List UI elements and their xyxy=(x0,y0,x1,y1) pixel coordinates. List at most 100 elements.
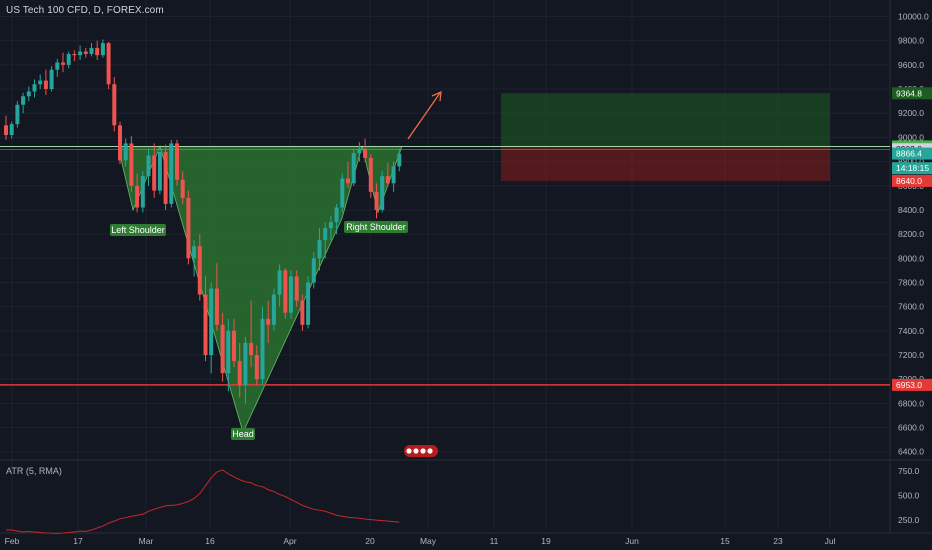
candle-body xyxy=(146,155,151,177)
candle-body xyxy=(112,84,117,126)
arrow-head-icon xyxy=(431,90,442,102)
pattern-label-right-shoulder: Right Shoulder xyxy=(346,222,406,232)
price-tick-label: 7200.0 xyxy=(898,350,924,360)
candle-body xyxy=(83,51,88,54)
stop-zone[interactable] xyxy=(501,146,830,181)
atr-line xyxy=(6,469,400,534)
candle-body xyxy=(397,153,402,167)
pattern-label-head: Head xyxy=(232,429,254,439)
candle-body xyxy=(4,125,8,135)
time-tick-label: 15 xyxy=(720,536,730,546)
target-zone[interactable] xyxy=(501,93,830,147)
price-tag-text: 8640.0 xyxy=(896,176,922,186)
price-tick-label: 8000.0 xyxy=(898,253,924,263)
time-tick-label: Jul xyxy=(825,536,836,546)
candle-body xyxy=(100,43,105,56)
badge-dot-icon xyxy=(413,448,419,454)
candle-body xyxy=(374,191,379,210)
candle-body xyxy=(271,294,276,325)
candle-body xyxy=(300,300,305,325)
candle-body xyxy=(175,143,179,180)
candle-body xyxy=(380,176,385,210)
price-tag[interactable] xyxy=(892,174,932,187)
time-axis[interactable]: Feb 17 Mar 16 Apr 20 May 11 19 Jun 15 23 Jul xyxy=(5,536,836,546)
candle-body xyxy=(391,166,396,184)
symbol-title[interactable]: US Tech 100 CFD, D, FOREX.com xyxy=(6,5,164,16)
candle-body xyxy=(266,318,271,325)
candle-body xyxy=(260,318,265,380)
badge-dot-icon xyxy=(406,448,412,454)
price-tick-label: 8800.0 xyxy=(898,157,924,167)
candlestick-series xyxy=(4,39,402,404)
badge-dot-icon xyxy=(420,448,426,454)
atr-tick-label: 250.0 xyxy=(898,515,920,525)
candle-body xyxy=(220,324,225,374)
candle-body xyxy=(152,155,157,191)
candle-body xyxy=(61,62,65,65)
price-tick-label: 6400.0 xyxy=(898,447,924,457)
target-stop-zones[interactable] xyxy=(501,93,830,181)
price-tick-label: 7800.0 xyxy=(898,277,924,287)
candle-body xyxy=(140,176,145,208)
candle-body xyxy=(311,258,316,283)
badge-dot-icon xyxy=(427,448,433,454)
price-tick-label: 9000.0 xyxy=(898,132,924,142)
time-tick-label: 23 xyxy=(773,536,783,546)
candle-body xyxy=(328,222,333,229)
candle-body xyxy=(214,288,219,325)
candle-body xyxy=(95,47,100,56)
candle-body xyxy=(226,330,231,374)
chart-grid xyxy=(0,0,932,534)
atr-indicator-label[interactable]: ATR (5, RMA) xyxy=(6,466,62,476)
candle-body xyxy=(32,84,37,92)
candle-body xyxy=(129,143,134,186)
price-axis[interactable]: 10000.09800.09600.09400.09200.09000.0880… xyxy=(892,12,932,526)
candle-body xyxy=(197,246,202,295)
price-tick-label: 7600.0 xyxy=(898,302,924,312)
price-tag-text: 14:18:15 xyxy=(896,163,929,173)
price-tag-text: 9364.8 xyxy=(896,88,922,98)
price-tick-label: 6800.0 xyxy=(898,398,924,408)
candle-body xyxy=(66,53,71,65)
candle-body xyxy=(277,270,282,295)
price-tag[interactable] xyxy=(892,147,932,160)
price-tag[interactable] xyxy=(892,378,932,391)
time-tick-label: 19 xyxy=(541,536,551,546)
candle-body xyxy=(249,342,254,356)
candle-body xyxy=(78,51,83,56)
price-tag[interactable] xyxy=(892,162,932,175)
price-tick-label: 6600.0 xyxy=(898,423,924,433)
candle-body xyxy=(43,80,48,90)
candle-body xyxy=(294,276,299,301)
candle-body xyxy=(55,62,60,70)
candle-body xyxy=(317,240,322,259)
price-tag-text: 8866.4 xyxy=(896,149,922,159)
time-tick-label: Jun xyxy=(625,536,639,546)
pattern-label-bg xyxy=(231,428,255,440)
price-tick-label: 8200.0 xyxy=(898,229,924,239)
candle-body xyxy=(340,178,345,208)
pattern-label-bg xyxy=(344,221,408,233)
atr-tick-label: 750.0 xyxy=(898,466,920,476)
price-tick-label: 8400.0 xyxy=(898,205,924,215)
price-tick-label: 9800.0 xyxy=(898,36,924,46)
candle-body xyxy=(363,149,368,158)
candle-body xyxy=(26,91,31,97)
candle-body xyxy=(123,143,128,161)
pattern-labels: Left Shoulder Head Right Shoulder xyxy=(110,221,408,440)
time-tick-label: 17 xyxy=(73,536,83,546)
candle-body xyxy=(15,104,20,125)
chart-extras xyxy=(404,90,442,457)
candle-body xyxy=(254,355,259,380)
candle-body xyxy=(9,124,14,135)
projection-arrow xyxy=(407,92,441,140)
horizontal-lines[interactable] xyxy=(0,145,890,386)
candle-body xyxy=(157,151,162,191)
pattern-label-left-shoulder: Left Shoulder xyxy=(111,225,165,235)
candle-body xyxy=(49,69,54,90)
price-tag[interactable] xyxy=(892,87,932,100)
candle-body xyxy=(243,342,248,386)
price-tick-label: 9600.0 xyxy=(898,60,924,70)
candle-body xyxy=(289,276,293,313)
